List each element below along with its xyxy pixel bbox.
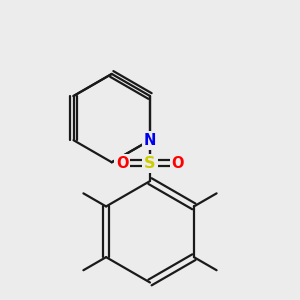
Text: O: O (172, 156, 184, 171)
Text: S: S (144, 156, 156, 171)
Text: N: N (144, 133, 156, 148)
Text: O: O (116, 156, 128, 171)
